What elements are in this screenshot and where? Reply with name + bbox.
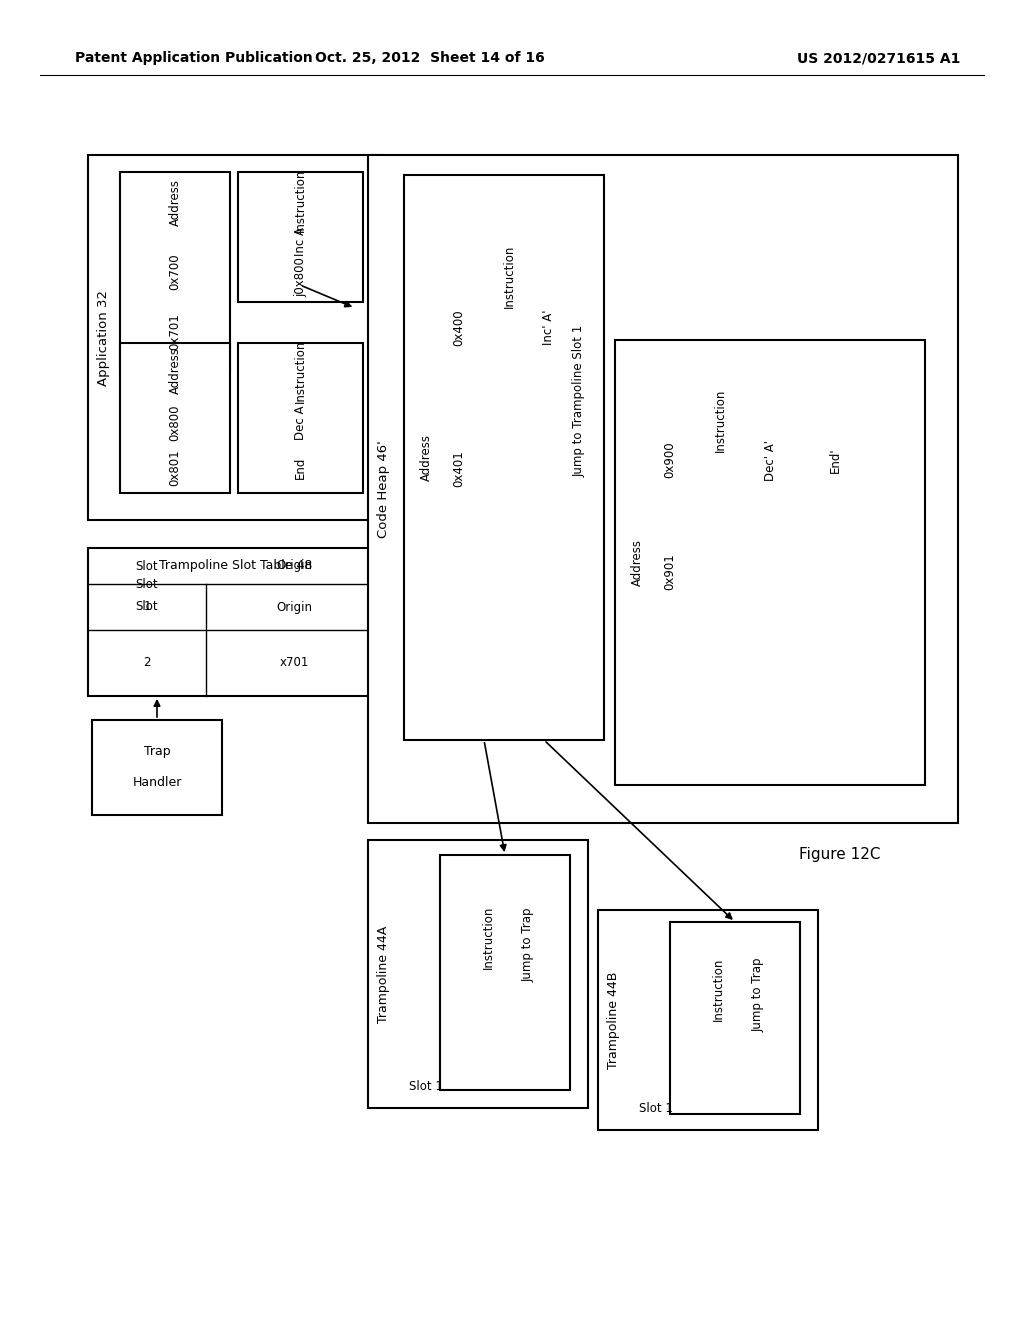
Text: Instruction: Instruction xyxy=(294,169,307,232)
Bar xyxy=(404,176,604,741)
Text: Instruction: Instruction xyxy=(503,246,515,309)
Text: Instruction: Instruction xyxy=(481,906,495,969)
Text: Trampoline 44B: Trampoline 44B xyxy=(607,972,621,1069)
Text: Origin: Origin xyxy=(276,601,312,614)
Text: Slot 1: Slot 1 xyxy=(409,1080,443,1093)
Bar xyxy=(238,343,362,492)
Text: Jump to Trap: Jump to Trap xyxy=(752,958,765,1032)
Text: 0x801: 0x801 xyxy=(169,450,181,486)
Text: 0x400: 0x400 xyxy=(453,309,466,346)
Bar xyxy=(92,719,222,814)
Text: x701: x701 xyxy=(280,656,308,669)
Text: Address: Address xyxy=(169,178,181,226)
Text: 0x900: 0x900 xyxy=(664,442,677,478)
Text: Inc' A': Inc' A' xyxy=(543,310,555,346)
Text: 0x401: 0x401 xyxy=(453,450,466,487)
Text: Jump to Trap: Jump to Trap xyxy=(522,907,535,982)
Bar xyxy=(368,154,958,822)
Text: 0x700: 0x700 xyxy=(169,253,181,290)
Text: 0x800: 0x800 xyxy=(169,405,181,441)
Text: Slot: Slot xyxy=(136,601,159,614)
Bar xyxy=(615,341,925,785)
Text: Instruction: Instruction xyxy=(712,957,725,1020)
Text: End': End' xyxy=(828,447,842,473)
Text: Dec A: Dec A xyxy=(294,405,307,441)
Text: Instruction: Instruction xyxy=(714,388,726,451)
Text: Address: Address xyxy=(631,539,643,586)
Bar xyxy=(238,172,362,302)
Text: j0x800: j0x800 xyxy=(294,257,307,297)
Bar xyxy=(598,909,818,1130)
Bar xyxy=(670,921,800,1114)
Text: 2: 2 xyxy=(143,656,151,669)
Text: Inc A: Inc A xyxy=(294,227,307,256)
Text: Trampoline Slot Table 48: Trampoline Slot Table 48 xyxy=(159,560,312,573)
Bar xyxy=(368,840,588,1107)
Bar xyxy=(88,548,383,696)
Bar xyxy=(120,343,230,492)
Text: Instruction: Instruction xyxy=(294,339,307,403)
Text: Oct. 25, 2012  Sheet 14 of 16: Oct. 25, 2012 Sheet 14 of 16 xyxy=(315,51,545,65)
Text: Slot: Slot xyxy=(136,578,159,590)
Bar xyxy=(440,855,570,1090)
Text: Slot: Slot xyxy=(136,560,159,573)
Bar xyxy=(88,154,383,520)
Text: Slot 1: Slot 1 xyxy=(639,1101,673,1114)
Text: US 2012/0271615 A1: US 2012/0271615 A1 xyxy=(797,51,961,65)
Text: 0x901: 0x901 xyxy=(664,553,677,590)
Text: 1: 1 xyxy=(143,601,151,614)
Text: End: End xyxy=(294,457,307,479)
Text: 0x701: 0x701 xyxy=(169,314,181,350)
Text: Address: Address xyxy=(420,434,432,480)
Text: Trap: Trap xyxy=(143,746,170,759)
Text: Jump to Trampoline Slot 1: Jump to Trampoline Slot 1 xyxy=(572,325,586,477)
Bar xyxy=(120,172,230,372)
Text: Handler: Handler xyxy=(132,776,181,788)
Text: Trampoline 44A: Trampoline 44A xyxy=(378,925,390,1023)
Text: Dec' A': Dec' A' xyxy=(764,440,776,480)
Text: Figure 12C: Figure 12C xyxy=(800,847,881,862)
Text: Patent Application Publication: Patent Application Publication xyxy=(75,51,312,65)
Text: Address: Address xyxy=(169,347,181,395)
Text: Origin: Origin xyxy=(276,560,312,573)
Text: Code Heap 46': Code Heap 46' xyxy=(378,440,390,537)
Text: Application 32: Application 32 xyxy=(97,289,111,385)
